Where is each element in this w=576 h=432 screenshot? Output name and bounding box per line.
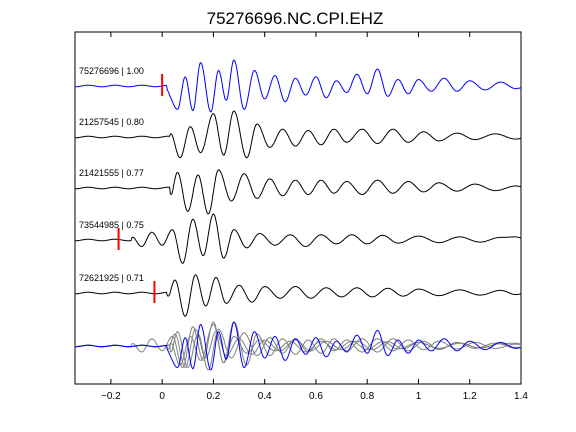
x-tick-label: 0.8 [360, 391, 374, 402]
trace-group [75, 59, 522, 317]
trace-75276696 [75, 59, 522, 113]
trace-label-73544985: 73544985 | 0.75 [79, 220, 144, 230]
x-tick-label: 0.4 [258, 391, 272, 402]
x-tick-label: 0.2 [206, 391, 220, 402]
x-tick-label: 1.4 [514, 391, 528, 402]
x-axis: −0.2 0 0.2 0.4 0.6 0.8 1 1.2 1.4 [101, 32, 528, 402]
chart-title: 75276696.NC.CPI.EHZ [207, 9, 384, 28]
trace-label-72621925: 72621925 | 0.71 [79, 273, 144, 283]
trace-label-21421555: 21421555 | 0.77 [79, 168, 144, 178]
overlay-trace-reference [75, 321, 522, 371]
trace-label-group: 75276696 | 1.00 21257545 | 0.80 21421555 |… [79, 66, 144, 283]
x-tick-label: 1 [416, 391, 422, 402]
x-tick-label: 0 [159, 391, 165, 402]
overlay-group [75, 321, 522, 371]
trace-73544985 [75, 213, 522, 265]
trace-label-75276696: 75276696 | 1.00 [79, 66, 144, 76]
trace-72621925 [75, 274, 522, 317]
pick-marker-group [117, 74, 164, 303]
trace-21421555 [75, 169, 522, 215]
x-tick-label: 0.6 [309, 391, 323, 402]
plot-frame [74, 31, 522, 385]
x-tick-label: −0.2 [101, 391, 121, 402]
x-tick-label: 1.2 [463, 391, 477, 402]
trace-label-21257545: 21257545 | 0.80 [79, 117, 144, 127]
trace-21257545 [75, 110, 522, 159]
